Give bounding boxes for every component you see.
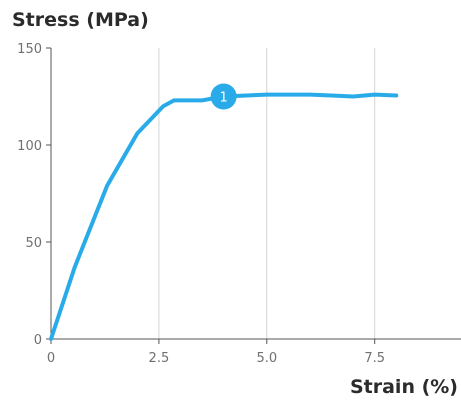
annotation-marker-0 [210,83,237,110]
y-axis-title: Stress (MPa) [12,9,149,31]
tick-labels: 0 50 100 150 0 2.5 5.0 7.5 [17,42,385,366]
y-tick-label-1: 50 [25,236,42,251]
y-tick-label-3: 150 [17,42,42,57]
x-tick-label-3: 7.5 [364,351,385,366]
series-layer [49,92,399,341]
annotation-label-0: 1 [219,91,227,106]
x-tick-label-2: 5.0 [256,351,277,366]
axis-layer [46,47,461,344]
y-tick-label-2: 100 [17,139,42,154]
series-line-0 [49,92,399,341]
x-tick-label-1: 2.5 [149,351,170,366]
y-tick-label-0: 0 [34,333,42,348]
x-axis-title: Strain (%) [350,376,458,398]
grid-layer [158,48,376,339]
annotation-layer: 1 [210,83,237,110]
x-tick-label-0: 0 [47,351,55,366]
